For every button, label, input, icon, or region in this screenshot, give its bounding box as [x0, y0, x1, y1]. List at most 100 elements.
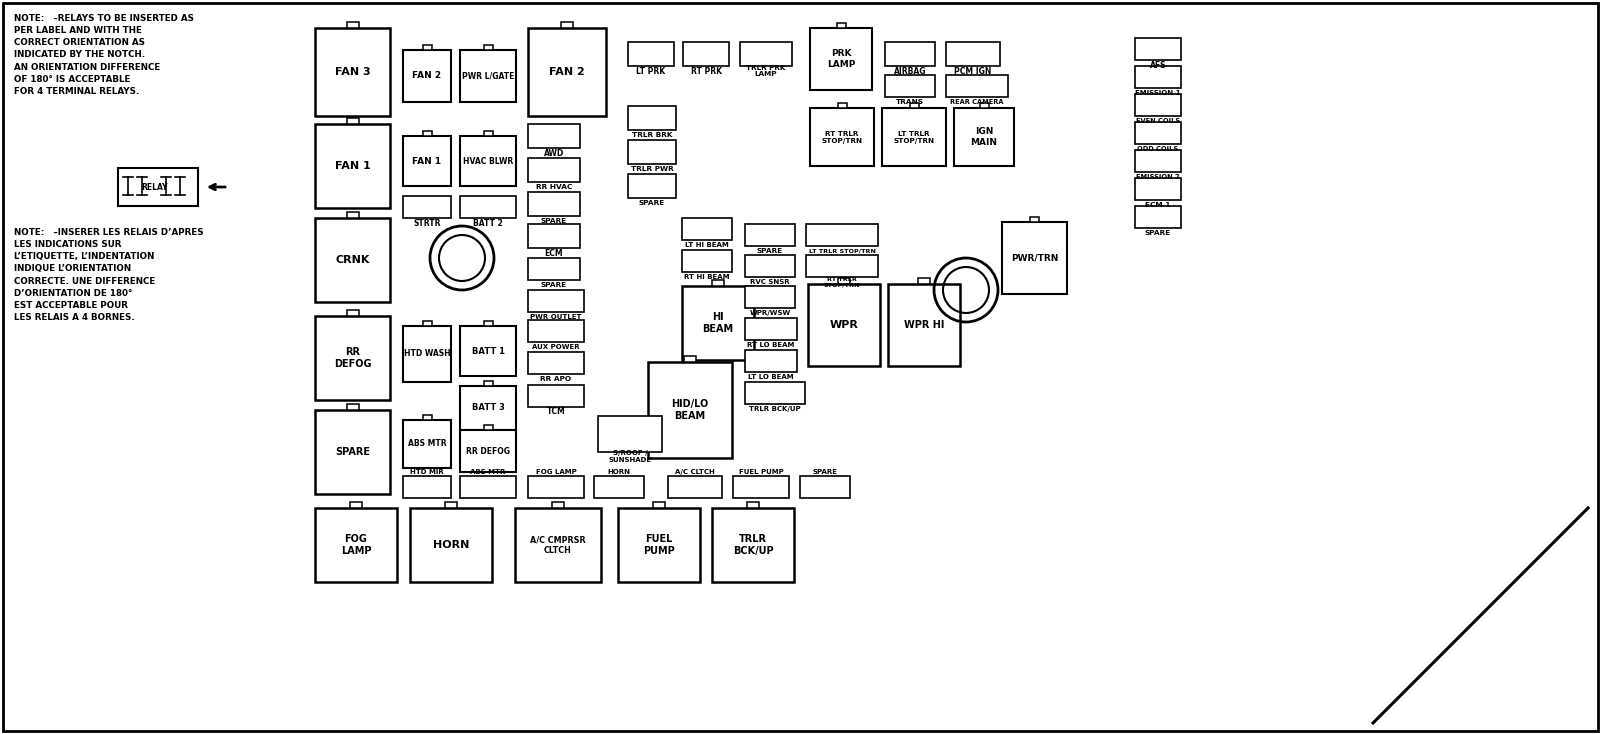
FancyBboxPatch shape	[287, 7, 1595, 729]
Bar	[315, 316, 391, 400]
Text: HID/LO
BEAM: HID/LO BEAM	[671, 399, 709, 421]
Bar	[682, 286, 754, 360]
Bar	[528, 385, 584, 407]
Bar	[315, 28, 391, 116]
Bar	[744, 318, 797, 340]
Text: FOG
LAMP: FOG LAMP	[341, 534, 371, 556]
Bar	[885, 75, 935, 97]
Bar	[954, 108, 1013, 166]
Polygon shape	[1374, 508, 1588, 723]
Text: RT TRLR
STOP/TRN: RT TRLR STOP/TRN	[825, 277, 860, 288]
Bar	[1002, 222, 1066, 294]
Text: ECM 1: ECM 1	[1145, 202, 1170, 208]
Bar	[628, 42, 674, 66]
Bar	[682, 218, 732, 240]
Bar	[528, 158, 580, 182]
Bar	[1135, 94, 1182, 116]
Bar	[315, 508, 397, 582]
Text: REAR CAMERA: REAR CAMERA	[951, 99, 1004, 105]
Bar	[712, 508, 794, 582]
Bar	[805, 224, 877, 246]
Bar	[118, 168, 199, 206]
Text: ECM: ECM	[544, 249, 564, 258]
Text: S/ROOF /
SUNSHADE: S/ROOF / SUNSHADE	[608, 451, 652, 463]
Bar	[885, 42, 935, 66]
Text: HORN: HORN	[607, 469, 631, 475]
Bar	[346, 404, 359, 410]
Text: HVAC BLWR: HVAC BLWR	[463, 156, 514, 165]
Bar	[528, 124, 580, 148]
Text: FAN 1: FAN 1	[413, 156, 442, 165]
Bar	[423, 415, 432, 420]
Text: TCM: TCM	[546, 407, 565, 416]
Text: LT TRLR STOP/TRN: LT TRLR STOP/TRN	[809, 249, 876, 253]
Text: HTD MIR: HTD MIR	[410, 469, 443, 475]
Bar	[528, 352, 584, 374]
Text: TRLR PWR: TRLR PWR	[631, 166, 674, 172]
Bar	[648, 362, 732, 458]
Bar	[800, 476, 850, 498]
Bar	[445, 502, 456, 508]
Text: TRLR BCK/UP: TRLR BCK/UP	[749, 406, 800, 412]
Bar	[744, 382, 805, 404]
Bar	[1135, 38, 1182, 60]
Text: PWR OUTLET: PWR OUTLET	[530, 314, 581, 320]
Bar	[682, 250, 732, 272]
Text: SPARE: SPARE	[541, 218, 567, 224]
Bar	[459, 196, 516, 218]
Bar	[484, 45, 493, 50]
Text: PCM IGN: PCM IGN	[954, 67, 991, 76]
Bar	[346, 118, 359, 124]
Text: SPARE: SPARE	[757, 248, 783, 254]
Bar	[459, 386, 516, 430]
Bar	[315, 410, 391, 494]
Bar	[351, 502, 362, 508]
Text: TRANS: TRANS	[897, 99, 924, 105]
Text: HORN: HORN	[432, 540, 469, 550]
Bar	[459, 50, 516, 102]
Bar	[528, 290, 584, 312]
Bar	[528, 476, 584, 498]
Bar	[599, 416, 661, 452]
Text: AWD: AWD	[544, 148, 564, 158]
Bar	[882, 108, 946, 166]
Text: RELAY: RELAY	[141, 183, 167, 192]
Text: BATT 2: BATT 2	[474, 219, 503, 228]
Bar	[684, 356, 696, 362]
Bar	[315, 218, 391, 302]
Text: HTD WASH: HTD WASH	[403, 349, 450, 358]
Bar	[628, 174, 676, 198]
Bar	[403, 50, 451, 102]
Text: CRNK: CRNK	[335, 255, 370, 265]
Text: SPARE: SPARE	[541, 282, 567, 288]
Bar	[889, 284, 961, 366]
Bar	[684, 42, 728, 66]
Bar	[403, 326, 451, 382]
Bar	[594, 476, 644, 498]
Text: ABS MTR: ABS MTR	[408, 440, 447, 448]
Text: SPARE: SPARE	[335, 447, 370, 457]
Bar	[346, 22, 359, 28]
Bar	[484, 131, 493, 136]
Bar	[410, 508, 492, 582]
Bar	[618, 508, 700, 582]
Bar	[744, 286, 796, 308]
Text: LT LO BEAM: LT LO BEAM	[748, 374, 794, 380]
Bar	[403, 196, 451, 218]
Text: RR HVAC: RR HVAC	[536, 184, 572, 190]
Bar	[653, 502, 664, 508]
Bar	[744, 255, 796, 277]
Text: FAN 3: FAN 3	[335, 67, 370, 77]
Bar	[315, 124, 391, 208]
Text: PWR L/GATE: PWR L/GATE	[461, 71, 514, 81]
Text: A/C CLTCH: A/C CLTCH	[676, 469, 716, 475]
Text: RR DEFOG: RR DEFOG	[466, 446, 511, 456]
Bar	[809, 284, 881, 366]
Bar	[403, 136, 451, 186]
Bar	[346, 212, 359, 218]
Bar	[484, 425, 493, 430]
Bar	[744, 224, 796, 246]
Bar	[528, 224, 580, 248]
Bar	[423, 131, 432, 136]
Bar	[628, 140, 676, 164]
